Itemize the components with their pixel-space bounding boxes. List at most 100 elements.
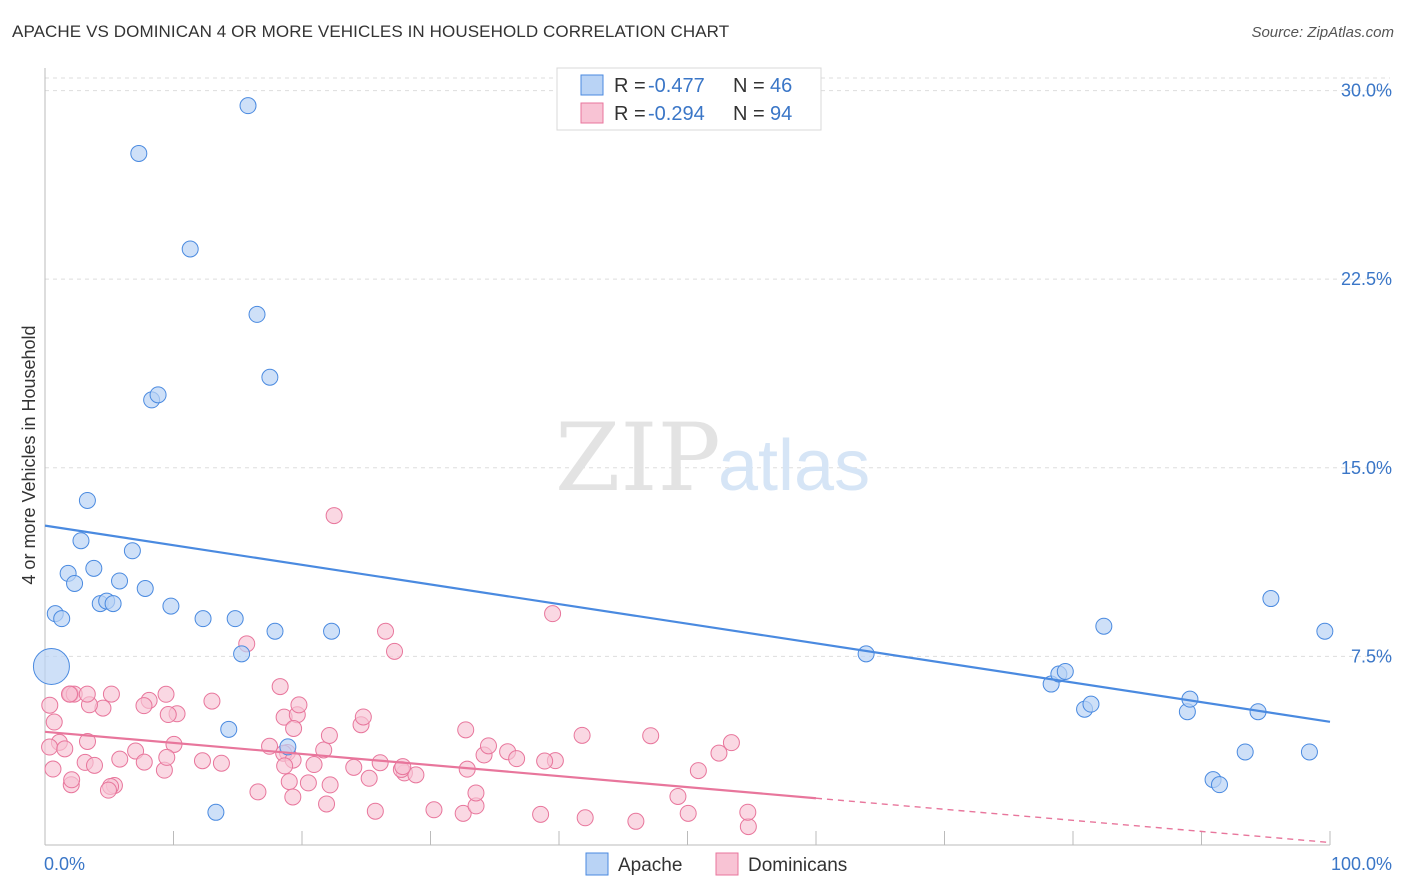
dominicans-point[interactable] [63, 771, 81, 789]
dominicans-point[interactable] [321, 776, 339, 794]
apache-point[interactable] [181, 240, 199, 258]
dominicans-point[interactable] [325, 507, 343, 525]
apache-point[interactable] [111, 572, 129, 590]
apache-point[interactable] [1056, 662, 1074, 680]
dominicans-point[interactable] [290, 696, 308, 714]
dominicans-point[interactable] [41, 738, 59, 756]
dominicans-point[interactable] [532, 805, 550, 823]
apache-point[interactable] [66, 574, 84, 592]
apache-point[interactable] [85, 559, 103, 577]
dominicans-point[interactable] [135, 753, 153, 771]
apache-point[interactable] [1095, 617, 1113, 635]
dominicans-point[interactable] [371, 754, 389, 772]
dominicans-point[interactable] [280, 773, 298, 791]
dominicans-point[interactable] [135, 697, 153, 715]
apache-point[interactable] [279, 738, 297, 756]
dominicans-point[interactable] [44, 760, 62, 778]
apache-point[interactable] [857, 645, 875, 663]
dominicans-point[interactable] [366, 802, 384, 820]
dominicans-point[interactable] [479, 737, 497, 755]
apache-point[interactable] [78, 491, 96, 509]
dominicans-point[interactable] [158, 748, 176, 766]
dominicans-point[interactable] [710, 744, 728, 762]
apache-point[interactable] [162, 597, 180, 615]
apache-point[interactable] [1082, 695, 1100, 713]
dominicans-point[interactable] [689, 762, 707, 780]
dominicans-point[interactable] [739, 818, 757, 836]
dominicans-point[interactable] [576, 809, 594, 827]
dominicans-point[interactable] [407, 766, 425, 784]
dominicans-point[interactable] [111, 750, 129, 768]
dominicans-point[interactable] [739, 803, 757, 821]
dominicans-point[interactable] [544, 605, 562, 623]
dominicans-point[interactable] [425, 801, 443, 819]
dominicans-point[interactable] [627, 812, 645, 830]
dominicans-point[interactable] [157, 685, 175, 703]
dominicans-point[interactable] [193, 752, 211, 770]
dominicans-point[interactable] [299, 774, 317, 792]
dominicans-point[interactable] [457, 721, 475, 739]
dominicans-point[interactable] [284, 788, 302, 806]
dominicans-point[interactable] [467, 784, 485, 802]
apache-point[interactable] [233, 645, 251, 663]
dominicans-point[interactable] [377, 622, 395, 640]
dominicans-point[interactable] [45, 713, 63, 731]
apache-point[interactable] [1210, 776, 1228, 794]
apache-point[interactable] [32, 647, 70, 685]
apache-point[interactable] [323, 622, 341, 640]
apache-point[interactable] [149, 386, 167, 404]
dominicans-point[interactable] [669, 787, 687, 805]
dominicans-point[interactable] [203, 692, 221, 710]
apache-point[interactable] [266, 622, 284, 640]
apache-point[interactable] [220, 720, 238, 738]
dominicans-point[interactable] [315, 741, 333, 759]
apache-point[interactable] [72, 532, 90, 550]
dominicans-point[interactable] [78, 685, 96, 703]
legend-dominicans-icon[interactable] [715, 852, 739, 876]
apache-point[interactable] [248, 305, 266, 323]
dominicans-point[interactable] [271, 678, 289, 696]
apache-point[interactable] [104, 595, 122, 613]
dominicans-point[interactable] [41, 696, 59, 714]
apache-point[interactable] [123, 542, 141, 560]
dominicans-point[interactable] [102, 685, 120, 703]
apache-point[interactable] [1236, 743, 1254, 761]
apache-point[interactable] [1300, 743, 1318, 761]
dominicans-point[interactable] [318, 795, 336, 813]
apache-point[interactable] [136, 579, 154, 597]
apache-point[interactable] [207, 803, 225, 821]
dominicans-point[interactable] [249, 783, 267, 801]
dominicans-point[interactable] [60, 685, 78, 703]
dominicans-point[interactable] [305, 756, 323, 774]
dominicans-point[interactable] [642, 727, 660, 745]
dominicans-point[interactable] [354, 708, 372, 726]
apache-point[interactable] [53, 610, 71, 628]
dominicans-point[interactable] [386, 642, 404, 660]
dominicans-point[interactable] [360, 769, 378, 787]
apache-point[interactable] [239, 97, 257, 115]
dominicans-point[interactable] [56, 740, 74, 758]
dominicans-point[interactable] [679, 804, 697, 822]
legend-dominicans-label[interactable]: Dominicans [748, 855, 847, 876]
dominicans-point[interactable] [99, 781, 117, 799]
dominicans-point[interactable] [722, 734, 740, 752]
dominicans-point[interactable] [85, 756, 103, 774]
dominicans-point[interactable] [536, 752, 554, 770]
dominicans-point[interactable] [285, 720, 303, 738]
dominicans-point[interactable] [573, 726, 591, 744]
dominicans-point[interactable] [159, 706, 177, 724]
apache-point[interactable] [261, 368, 279, 386]
apache-point[interactable] [130, 144, 148, 162]
apache-point[interactable] [226, 610, 244, 628]
apache-point[interactable] [194, 610, 212, 628]
legend-apache-label[interactable]: Apache [618, 855, 682, 876]
apache-point[interactable] [1316, 622, 1334, 640]
dominicans-point[interactable] [454, 804, 472, 822]
apache-point[interactable] [1262, 590, 1280, 608]
dominicans-point[interactable] [320, 726, 338, 744]
dominicans-point[interactable] [212, 754, 230, 772]
dominicans-point[interactable] [345, 758, 363, 776]
dominicans-point[interactable] [78, 732, 96, 750]
dominicans-point[interactable] [508, 750, 526, 768]
dominicans-point[interactable] [276, 757, 294, 775]
